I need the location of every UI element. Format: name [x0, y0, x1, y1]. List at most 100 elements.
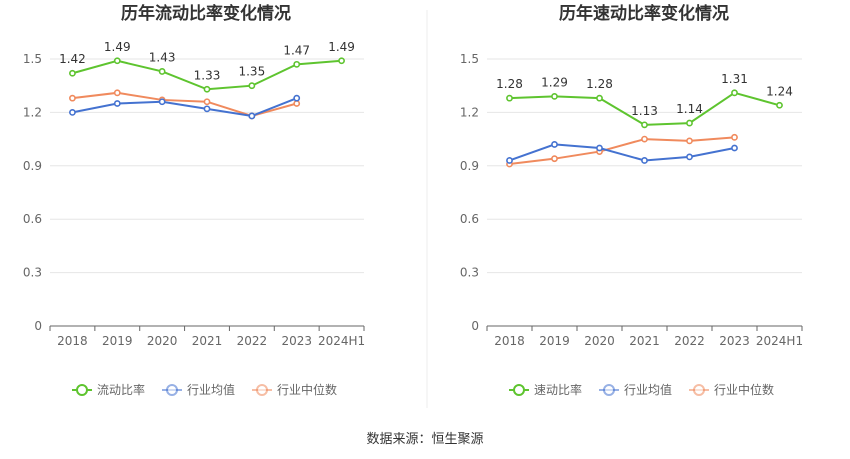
y-tick-label: 1.2 [460, 105, 479, 119]
chart-title: 历年速动比率变化情况 [559, 3, 729, 24]
legend-marker-icon [603, 384, 615, 396]
x-tick-label: 2020 [584, 334, 615, 348]
legend-marker-icon [513, 384, 525, 396]
data-label: 1.47 [283, 43, 310, 57]
data-point-median[interactable] [69, 94, 76, 102]
data-point-main[interactable] [506, 94, 513, 102]
data-point-main[interactable] [731, 89, 738, 97]
legend-marker-icon [76, 384, 88, 396]
x-tick-label: 2023 [281, 334, 312, 348]
legend-label: 行业均值 [624, 382, 672, 397]
data-point-median[interactable] [293, 100, 301, 107]
data-point-main[interactable] [158, 68, 166, 75]
x-tick-label: 2019 [539, 334, 570, 348]
legend-marker-icon [693, 384, 705, 396]
data-point-avg[interactable] [248, 112, 256, 120]
data-label: 1.13 [631, 104, 658, 118]
data-point-median[interactable] [113, 89, 121, 97]
data-point-avg[interactable] [506, 157, 513, 164]
y-tick-label: 0.6 [23, 212, 42, 226]
data-point-avg[interactable] [641, 157, 648, 164]
legend-label: 行业中位数 [277, 382, 337, 397]
legend-label: 流动比率 [97, 382, 145, 397]
x-tick-label: 2022 [237, 334, 268, 348]
x-tick-label: 2024H1 [756, 334, 803, 348]
y-tick-label: 0 [34, 319, 42, 333]
data-point-median[interactable] [686, 137, 693, 145]
data-source-note: 数据来源：恒生聚源 [366, 432, 483, 447]
data-point-main[interactable] [293, 60, 301, 68]
y-tick-label: 1.2 [23, 105, 42, 119]
data-point-avg[interactable] [731, 144, 738, 152]
y-tick-label: 1.5 [23, 52, 42, 66]
data-point-main[interactable] [248, 82, 256, 90]
legend-marker-icon [166, 384, 178, 396]
legend-item-avg[interactable]: 行业均值 [162, 382, 235, 397]
y-tick-label: 1.5 [460, 52, 479, 66]
data-point-median[interactable] [731, 133, 738, 141]
data-label: 1.49 [328, 40, 355, 54]
data-label: 1.35 [238, 65, 265, 79]
x-tick-label: 2021 [629, 334, 660, 348]
data-point-median[interactable] [641, 135, 648, 143]
data-point-median[interactable] [203, 98, 211, 106]
legend-label: 速动比率 [534, 382, 582, 397]
quick-ratio-chart: 历年速动比率变化情况 0 0.3 0.6 0.9 1.2 1.5 2018 2019 2020 20… [460, 3, 803, 397]
legend-marker-icon [256, 384, 268, 396]
data-point-avg[interactable] [293, 94, 301, 102]
data-label: 1.14 [676, 102, 703, 116]
x-tick-label: 2020 [147, 334, 178, 348]
data-point-main[interactable] [203, 85, 211, 93]
data-point-main[interactable] [113, 57, 121, 65]
data-point-main[interactable] [596, 94, 603, 102]
data-point-avg[interactable] [596, 144, 603, 152]
y-tick-label: 0.3 [23, 266, 42, 280]
data-label: 1.49 [104, 40, 131, 54]
data-point-main[interactable] [551, 92, 558, 100]
data-label: 1.33 [194, 68, 221, 82]
x-tick-label: 2023 [719, 334, 750, 348]
y-tick-label: 0 [471, 319, 479, 333]
legend-label: 行业中位数 [714, 382, 774, 397]
legend-item-main[interactable]: 速动比率 [509, 382, 582, 397]
legend-item-median[interactable]: 行业中位数 [252, 382, 337, 397]
data-label: 1.28 [586, 77, 613, 91]
x-tick-label: 2018 [494, 334, 525, 348]
data-point-main[interactable] [69, 69, 76, 77]
series-line-avg [509, 143, 735, 162]
current-ratio-chart: 历年流动比率变化情况 0 0.3 0.6 0.9 1.2 1.5 2018 2019 2020 20… [23, 3, 365, 397]
legend-item-main[interactable]: 流动比率 [72, 382, 145, 397]
data-point-median[interactable] [551, 155, 558, 163]
data-point-avg[interactable] [69, 109, 76, 116]
data-point-main[interactable] [686, 119, 693, 127]
data-label: 1.31 [721, 72, 748, 86]
data-label: 1.29 [541, 75, 568, 89]
chart-title: 历年流动比率变化情况 [121, 3, 291, 24]
series-line-avg [72, 97, 298, 117]
x-tick-label: 2021 [192, 334, 223, 348]
legend-label: 行业均值 [187, 382, 235, 397]
data-point-avg[interactable] [158, 98, 166, 106]
data-point-main[interactable] [776, 101, 783, 109]
y-tick-label: 0.6 [460, 212, 479, 226]
x-tick-label: 2024H1 [318, 334, 365, 348]
data-point-main[interactable] [641, 121, 648, 129]
y-tick-label: 0.9 [23, 159, 42, 173]
series-line-median [509, 136, 735, 166]
y-tick-label: 0.3 [460, 266, 479, 280]
y-tick-label: 0.9 [460, 159, 479, 173]
data-point-avg[interactable] [686, 153, 693, 161]
x-tick-label: 2018 [57, 334, 88, 348]
data-point-avg[interactable] [113, 100, 121, 107]
legend-item-avg[interactable]: 行业均值 [599, 382, 672, 397]
x-tick-label: 2019 [102, 334, 133, 348]
data-point-main[interactable] [338, 57, 345, 65]
data-label: 1.43 [149, 50, 176, 64]
data-point-avg[interactable] [551, 141, 558, 148]
data-label: 1.42 [59, 52, 86, 66]
data-label: 1.24 [766, 84, 793, 98]
data-point-avg[interactable] [203, 105, 211, 113]
x-tick-label: 2022 [674, 334, 705, 348]
legend-item-median[interactable]: 行业中位数 [689, 382, 774, 397]
